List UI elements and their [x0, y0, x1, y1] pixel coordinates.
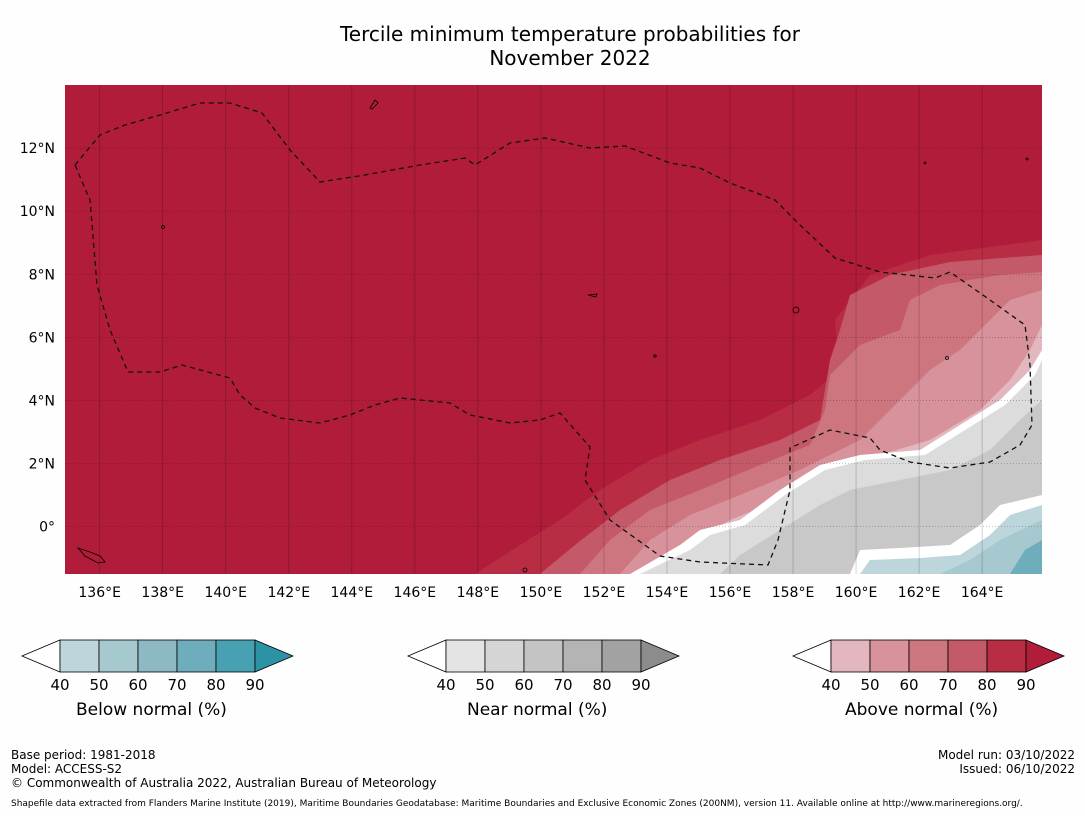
eez-boundary	[74, 102, 1033, 566]
colorbar-segment	[484, 639, 525, 673]
colorbar-max-extend	[254, 639, 295, 673]
colorbar-tick-label: 90	[1016, 676, 1035, 694]
lon-tick-label: 138°E	[141, 585, 184, 601]
copyright: © Commonwealth of Australia 2022, Austra…	[11, 776, 437, 790]
colorbar-tick-label: 40	[50, 676, 69, 694]
base-period: Base period: 1981-2018	[11, 748, 156, 762]
colorbar-segment	[830, 639, 871, 673]
colorbar-segment	[523, 639, 564, 673]
colorbar-segment	[176, 639, 217, 673]
colorbar-segment	[908, 639, 949, 673]
lat-tick-label: 12°N	[20, 141, 55, 157]
colorbar-segment	[947, 639, 988, 673]
lon-tick-label: 136°E	[78, 585, 121, 601]
colorbar-tick-label: 60	[899, 676, 918, 694]
colorbar-min-extend	[406, 639, 447, 673]
colorbar-segment	[137, 639, 178, 673]
legend-near-label: Near normal (%)	[467, 700, 608, 720]
graticule	[65, 85, 1042, 574]
lat-tick-label: 6°N	[29, 330, 55, 346]
colorbar-segment	[98, 639, 139, 673]
colorbar-tick-label: 50	[860, 676, 879, 694]
colorbar-min-extend	[791, 639, 832, 673]
shapefile-note: Shapefile data extracted from Flanders M…	[11, 799, 1023, 809]
lon-tick-label: 162°E	[898, 585, 941, 601]
colorbar-tick-label: 70	[167, 676, 186, 694]
lon-tick-label: 140°E	[204, 585, 247, 601]
legend-bars: 40 50 60 70 80 90 40 50 60 70 80 90 40 50 60 70 80 90	[20, 639, 1066, 694]
lon-tick-label: 146°E	[394, 585, 437, 601]
colorbar-tick-label: 50	[475, 676, 494, 694]
title-line-2: November 2022	[489, 46, 651, 70]
colorbar-tick-label: 60	[128, 676, 147, 694]
colorbar-tick-label: 40	[821, 676, 840, 694]
colorbar-tick-label: 80	[977, 676, 996, 694]
lon-tick-label: 148°E	[457, 585, 500, 601]
colorbar-tick-label: 90	[631, 676, 650, 694]
islands	[76, 99, 1029, 573]
probability-field	[65, 85, 1042, 574]
colorbar-0: 40 50 60 70 80 90	[20, 639, 295, 694]
lon-tick-label: 160°E	[835, 585, 878, 601]
colorbar-tick-label: 40	[436, 676, 455, 694]
lat-tick-label: 10°N	[20, 204, 55, 220]
colorbar-segment	[986, 639, 1027, 673]
colorbar-tick-label: 80	[592, 676, 611, 694]
lat-tick-label: 4°N	[29, 393, 55, 409]
lon-tick-label: 152°E	[583, 585, 626, 601]
lon-tick-label: 164°E	[961, 585, 1004, 601]
colorbar-tick-label: 50	[89, 676, 108, 694]
axis-labels: 136°E 138°E 140°E 142°E 144°E 146°E 148°E 150°E…	[20, 141, 1004, 601]
lon-tick-label: 158°E	[772, 585, 815, 601]
colorbar-min-extend	[20, 639, 61, 673]
colorbar-segment	[601, 639, 642, 673]
colorbar-max-extend	[1025, 639, 1066, 673]
colorbar-segment	[562, 639, 603, 673]
legend-above-label: Above normal (%)	[845, 700, 999, 720]
lon-tick-label: 156°E	[709, 585, 752, 601]
colorbar-segment	[869, 639, 910, 673]
colorbar-2: 40 50 60 70 80 90	[791, 639, 1066, 694]
colorbar-segment	[445, 639, 486, 673]
colorbar-tick-label: 80	[206, 676, 225, 694]
near-normal-50-region	[720, 400, 1042, 574]
legend-below-label: Below normal (%)	[76, 700, 227, 720]
colorbar-segment	[59, 639, 100, 673]
colorbar-max-extend	[640, 639, 681, 673]
footer-left: Base period: 1981-2018 Model: ACCESS-S2 …	[11, 748, 436, 790]
lon-tick-label: 150°E	[520, 585, 563, 601]
lon-tick-label: 144°E	[331, 585, 374, 601]
title-line-1: Tercile minimum temperature probabilitie…	[339, 22, 801, 46]
colorbar-tick-label: 70	[938, 676, 957, 694]
lat-tick-label: 2°N	[29, 457, 55, 473]
map-title: Tercile minimum temperature probabilitie…	[0, 22, 1085, 70]
colorbar-1: 40 50 60 70 80 90	[406, 639, 681, 694]
footer-right: Model run: 03/10/2022 Issued: 06/10/2022	[938, 748, 1075, 776]
model-run: Model run: 03/10/2022	[937, 748, 1075, 762]
lon-tick-label: 154°E	[646, 585, 689, 601]
colorbar-tick-label: 60	[514, 676, 533, 694]
colorbar-segment	[215, 639, 256, 673]
lat-tick-label: 0°	[39, 520, 55, 536]
colorbar-tick-label: 70	[553, 676, 572, 694]
below-normal-50-region	[940, 520, 1042, 574]
issued-date: Issued: 06/10/2022	[959, 762, 1075, 776]
below-normal-70-region	[1010, 540, 1042, 574]
lat-tick-label: 8°N	[29, 267, 55, 283]
model-name: Model: ACCESS-S2	[11, 762, 123, 776]
colorbar-tick-label: 90	[245, 676, 264, 694]
lon-tick-label: 142°E	[267, 585, 310, 601]
